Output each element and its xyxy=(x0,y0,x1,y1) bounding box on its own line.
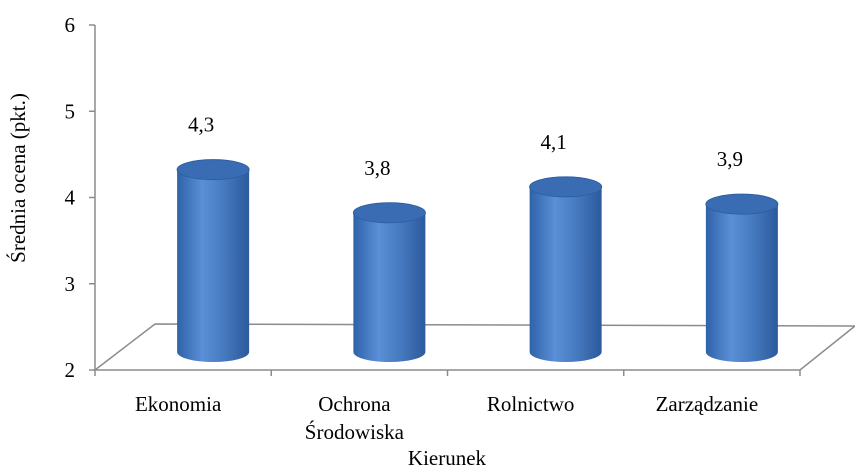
axes-group xyxy=(89,24,855,376)
bar-body xyxy=(353,212,426,362)
bar-top xyxy=(352,202,426,224)
floor-plane xyxy=(92,323,855,371)
y-tick-label: 3 xyxy=(65,272,76,296)
bar xyxy=(176,159,250,362)
bar-top xyxy=(176,159,250,181)
bar xyxy=(529,176,603,362)
bar-top xyxy=(705,193,779,215)
bar xyxy=(352,202,426,362)
y-tick-label: 2 xyxy=(65,358,76,382)
y-tick-label: 6 xyxy=(65,13,76,37)
data-label: 3,8 xyxy=(364,156,390,180)
bar xyxy=(705,193,779,362)
y-axis-title: Średnia ocena (pkt.) xyxy=(6,93,30,263)
bar-body xyxy=(177,169,250,362)
category-label: Środowiska xyxy=(305,420,405,444)
data-label: 3,9 xyxy=(717,147,743,171)
category-label: Ekonomia xyxy=(135,392,222,416)
x-axis-title: Kierunek xyxy=(408,446,487,470)
category-label: Zarządzanie xyxy=(656,392,759,416)
bar-body xyxy=(705,204,778,362)
labels-group: 2 3 4 5 6 4,3 Ekonomia 3,8 Ochrona Środowiska 4,1 R… xyxy=(6,13,758,470)
bar-body xyxy=(529,186,602,362)
y-tick-label: 5 xyxy=(65,99,76,123)
category-label: Ochrona xyxy=(318,392,391,416)
category-label: Rolnictwo xyxy=(487,392,575,416)
data-label: 4,1 xyxy=(541,130,567,154)
bar-top xyxy=(529,176,603,198)
data-label: 4,3 xyxy=(188,113,214,137)
bars-group xyxy=(176,159,779,362)
y-tick-label: 4 xyxy=(65,186,76,210)
